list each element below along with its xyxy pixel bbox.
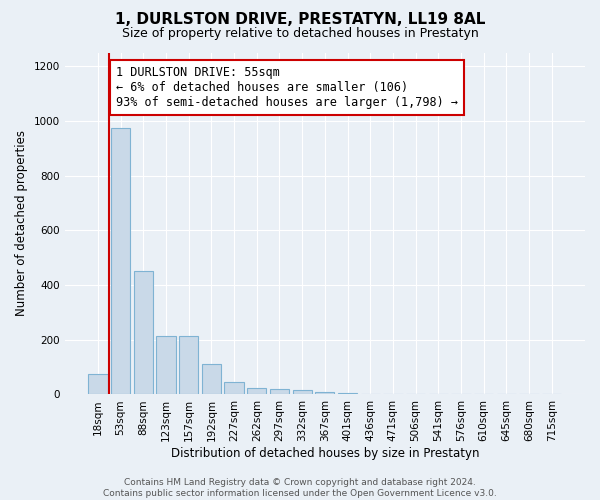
Text: Size of property relative to detached houses in Prestatyn: Size of property relative to detached ho…	[122, 28, 478, 40]
Bar	[88, 374, 107, 394]
Bar	[315, 392, 334, 394]
Bar	[134, 272, 153, 394]
Bar	[179, 336, 199, 394]
Text: 1 DURLSTON DRIVE: 55sqm
← 6% of detached houses are smaller (106)
93% of semi-de: 1 DURLSTON DRIVE: 55sqm ← 6% of detached…	[116, 66, 458, 109]
Y-axis label: Number of detached properties: Number of detached properties	[15, 130, 28, 316]
X-axis label: Distribution of detached houses by size in Prestatyn: Distribution of detached houses by size …	[170, 447, 479, 460]
Bar	[293, 390, 312, 394]
Bar	[224, 382, 244, 394]
Text: 1, DURLSTON DRIVE, PRESTATYN, LL19 8AL: 1, DURLSTON DRIVE, PRESTATYN, LL19 8AL	[115, 12, 485, 28]
Bar	[111, 128, 130, 394]
Text: Contains HM Land Registry data © Crown copyright and database right 2024.
Contai: Contains HM Land Registry data © Crown c…	[103, 478, 497, 498]
Bar	[270, 389, 289, 394]
Bar	[202, 364, 221, 394]
Bar	[338, 393, 357, 394]
Bar	[247, 388, 266, 394]
Bar	[157, 336, 176, 394]
